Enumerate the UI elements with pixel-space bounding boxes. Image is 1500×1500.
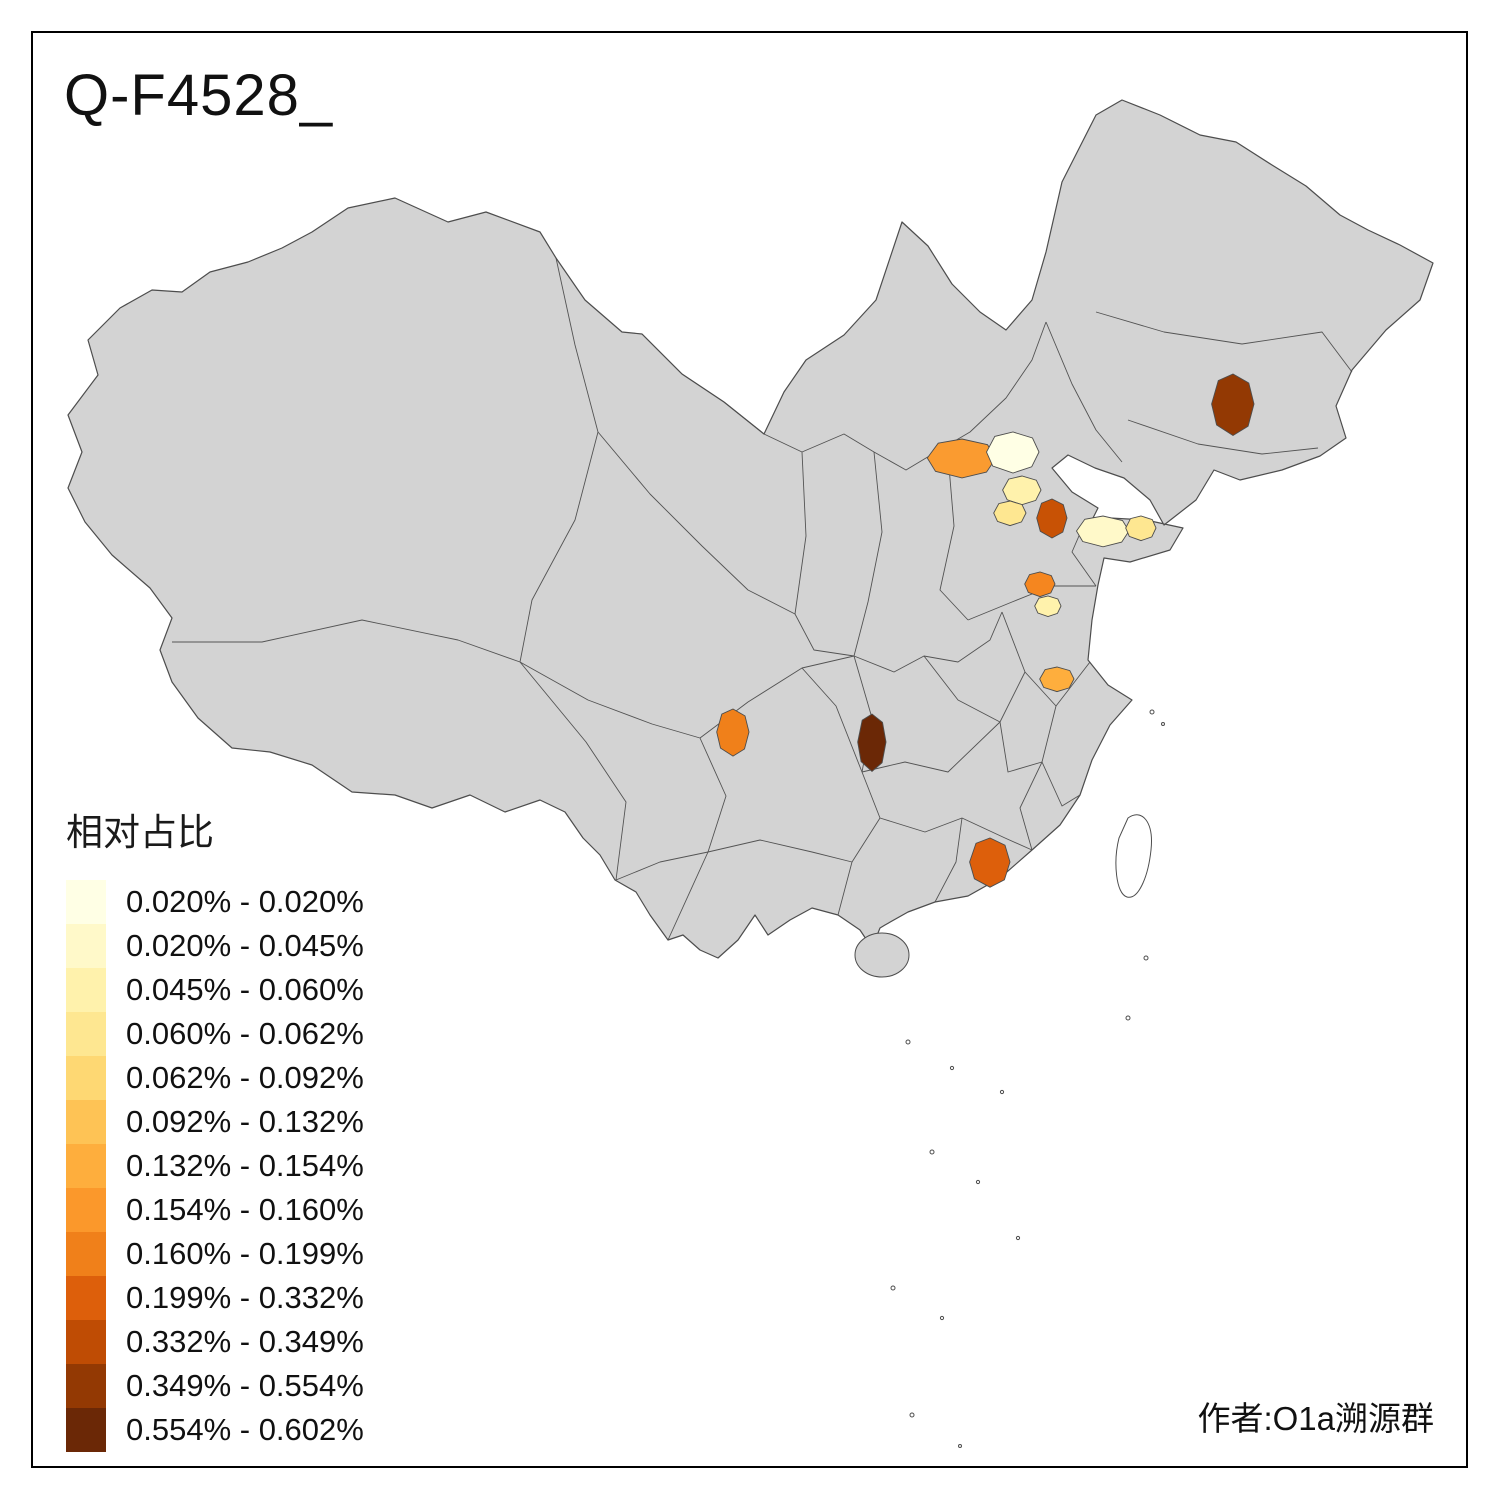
legend-swatch: [66, 1232, 106, 1276]
legend-item: 0.160% - 0.199%: [66, 1232, 364, 1276]
highlight-henan-c: [1034, 595, 1062, 617]
legend-swatch: [66, 1320, 106, 1364]
highlighted-regions: [716, 373, 1255, 888]
legend-swatch: [66, 1364, 106, 1408]
legend-label: 0.062% - 0.092%: [126, 1060, 364, 1095]
legend-label: 0.045% - 0.060%: [126, 972, 364, 1007]
legend-swatch: [66, 1408, 106, 1452]
legend-label: 0.160% - 0.199%: [126, 1236, 364, 1271]
highlight-shandong-e: [1125, 515, 1157, 542]
legend-label: 0.199% - 0.332%: [126, 1280, 364, 1315]
legend-label: 0.020% - 0.045%: [126, 928, 364, 963]
highlight-hebei-nw: [926, 438, 997, 479]
legend-item: 0.199% - 0.332%: [66, 1276, 364, 1320]
legend-swatch: [66, 1012, 106, 1056]
highlight-guangdong: [969, 837, 1011, 888]
highlight-anhui: [1039, 666, 1075, 693]
highlight-sichuan: [716, 708, 750, 757]
legend-swatch: [66, 1144, 106, 1188]
legend-item: 0.060% - 0.062%: [66, 1012, 364, 1056]
legend-item: 0.554% - 0.602%: [66, 1408, 364, 1452]
highlight-hebei-s: [1036, 498, 1068, 539]
highlight-beijing: [985, 431, 1040, 474]
china-mainland-shape: [67, 99, 1434, 959]
legend-item: 0.154% - 0.160%: [66, 1188, 364, 1232]
legend-label: 0.349% - 0.554%: [126, 1368, 364, 1403]
highlight-northeast: [1211, 373, 1255, 437]
legend-label: 0.020% - 0.020%: [126, 884, 364, 919]
legend-label: 0.332% - 0.349%: [126, 1324, 364, 1359]
highlight-hebei-c2: [993, 500, 1027, 527]
legend-swatch: [66, 880, 106, 924]
legend-item: 0.020% - 0.045%: [66, 924, 364, 968]
page-title: Q-F4528_: [64, 63, 334, 128]
legend-label: 0.060% - 0.062%: [126, 1016, 364, 1051]
highlight-henan-n: [1024, 571, 1056, 598]
legend: 相对占比 0.020% - 0.020% 0.020% - 0.045% 0.045…: [66, 802, 364, 1452]
legend-swatch: [66, 1100, 106, 1144]
legend-item: 0.349% - 0.554%: [66, 1364, 364, 1408]
highlight-hunan: [857, 713, 887, 772]
south-china-sea-islands: [890, 709, 1165, 1448]
hainan-island: [854, 932, 910, 978]
legend-swatch: [66, 968, 106, 1012]
legend-swatch: [66, 1276, 106, 1320]
credit-text: 作者:O1a溯源群: [1197, 1400, 1434, 1437]
highlight-shandong-w: [1075, 515, 1130, 548]
legend-label: 0.154% - 0.160%: [126, 1192, 364, 1227]
legend-label: 0.092% - 0.132%: [126, 1104, 364, 1139]
legend-swatch: [66, 1188, 106, 1232]
legend-item: 0.045% - 0.060%: [66, 968, 364, 1012]
legend-item: 0.332% - 0.349%: [66, 1320, 364, 1364]
legend-title: 相对占比: [66, 812, 214, 853]
legend-label: 0.132% - 0.154%: [126, 1148, 364, 1183]
highlight-hebei-c1: [1002, 475, 1042, 506]
legend-swatch: [66, 924, 106, 968]
legend-item: 0.020% - 0.020%: [66, 880, 364, 924]
legend-label: 0.554% - 0.602%: [126, 1412, 364, 1447]
province-boundaries: [172, 257, 1353, 941]
taiwan-island: [1115, 814, 1152, 898]
legend-item: 0.132% - 0.154%: [66, 1144, 364, 1188]
legend-item: 0.092% - 0.132%: [66, 1100, 364, 1144]
legend-item: 0.062% - 0.092%: [66, 1056, 364, 1100]
legend-items: 0.020% - 0.020% 0.020% - 0.045% 0.045% - 0…: [66, 880, 364, 1452]
legend-swatch: [66, 1056, 106, 1100]
